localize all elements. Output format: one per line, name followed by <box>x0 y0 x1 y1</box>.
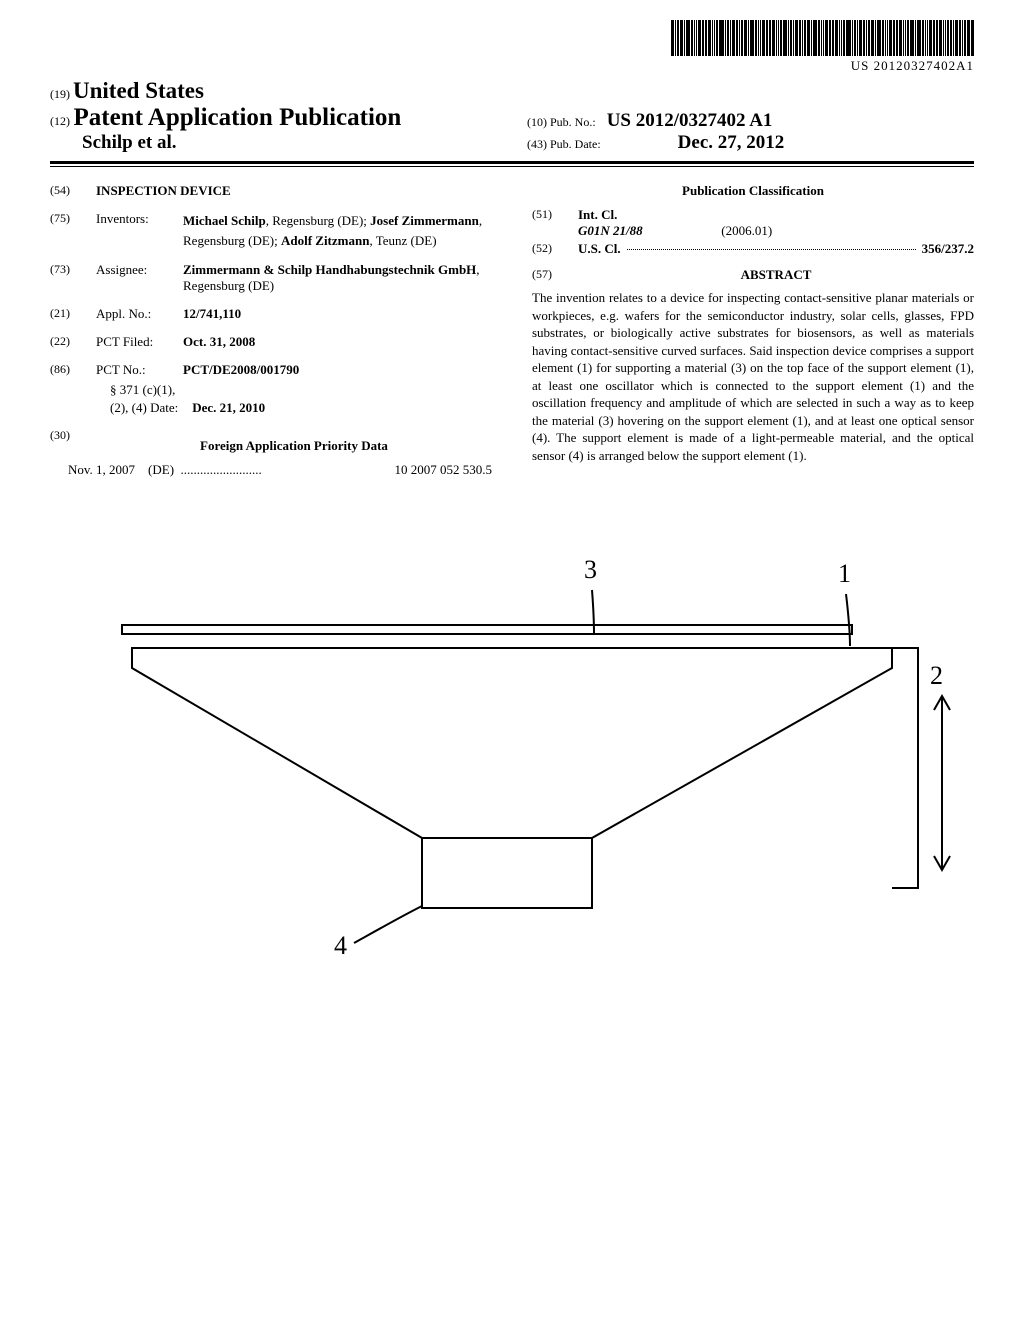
sect371-label: § 371 (c)(1), <box>50 382 492 398</box>
pct-no-label: PCT No.: <box>96 362 171 378</box>
country-prefix: (19) <box>50 87 70 101</box>
barcode <box>671 20 974 56</box>
abstract: The invention relates to a device for in… <box>532 289 974 464</box>
sect371-sub-label: (2), (4) Date: <box>110 400 178 416</box>
uscl-label: U.S. Cl. <box>578 241 621 257</box>
fig-label-4: 4 <box>334 931 347 958</box>
assignee: Zimmermann & Schilp Handhabungstechnik G… <box>183 262 492 294</box>
assignee-name: Zimmermann & Schilp Handhabungstechnik G… <box>183 262 476 277</box>
inventor-loc: , Regensburg (DE); <box>266 213 370 228</box>
pub-no-prefix: (10) <box>527 115 547 129</box>
sect371-date: Dec. 21, 2010 <box>192 400 265 416</box>
pub-no-label: Pub. No.: <box>550 115 596 129</box>
pc-title: Publication Classification <box>532 183 974 199</box>
abstract-prefix: (57) <box>532 267 566 283</box>
pct-no-prefix: (86) <box>50 362 84 378</box>
pct-no: PCT/DE2008/001790 <box>183 362 299 377</box>
inventors-label: Inventors: <box>96 211 171 250</box>
intcl-label: Int. Cl. <box>578 207 617 222</box>
uscl-code: 356/237.2 <box>922 241 974 257</box>
barcode-number: US 20120327402A1 <box>851 58 974 74</box>
intcl-prefix: (51) <box>532 207 566 239</box>
assignee-prefix: (73) <box>50 262 84 294</box>
inventor-name: Michael Schilp <box>183 213 266 228</box>
intcl-ver: (2006.01) <box>721 223 772 238</box>
pub-date-label: Pub. Date: <box>550 137 601 151</box>
patent-figure: 3 1 2 4 <box>72 538 952 958</box>
fapd-title: Foreign Application Priority Data <box>96 438 492 454</box>
pub-date-prefix: (43) <box>527 137 547 151</box>
title-prefix: (54) <box>50 183 84 199</box>
inventor-name: Josef Zimmermann <box>370 213 479 228</box>
intcl-code: G01N 21/88 <box>578 223 678 239</box>
pub-type: Patent Application Publication <box>74 104 402 131</box>
inventor-loc: , Teunz (DE) <box>369 233 436 248</box>
pct-filed-prefix: (22) <box>50 334 84 350</box>
priority-date: Nov. 1, 2007 <box>68 462 135 477</box>
pub-date: Dec. 27, 2012 <box>678 132 785 153</box>
fapd-prefix: (30) <box>50 428 84 462</box>
appl-no: 12/741,110 <box>183 306 241 321</box>
fig-label-3: 3 <box>584 555 597 584</box>
pct-filed: Oct. 31, 2008 <box>183 334 255 349</box>
pct-filed-label: PCT Filed: <box>96 334 171 350</box>
priority-num: 10 2007 052 530.5 <box>395 462 493 478</box>
inventor-name: Adolf Zitzmann <box>281 233 369 248</box>
pub-type-prefix: (12) <box>50 114 70 128</box>
appl-label: Appl. No.: <box>96 306 171 322</box>
assignee-label: Assignee: <box>96 262 171 294</box>
inventors: Michael Schilp, Regensburg (DE); Josef Z… <box>183 211 492 250</box>
authors: Schilp et al. <box>50 132 497 154</box>
fig-label-2: 2 <box>930 661 943 690</box>
inventors-prefix: (75) <box>50 211 84 250</box>
invention-title: INSPECTION DEVICE <box>96 183 231 199</box>
priority-country: (DE) <box>148 462 174 477</box>
country: United States <box>73 78 204 103</box>
fig-label-1: 1 <box>838 559 851 588</box>
abstract-title: ABSTRACT <box>578 267 974 283</box>
uscl-prefix: (52) <box>532 241 566 257</box>
pub-no: US 2012/0327402 A1 <box>607 110 773 131</box>
appl-prefix: (21) <box>50 306 84 322</box>
